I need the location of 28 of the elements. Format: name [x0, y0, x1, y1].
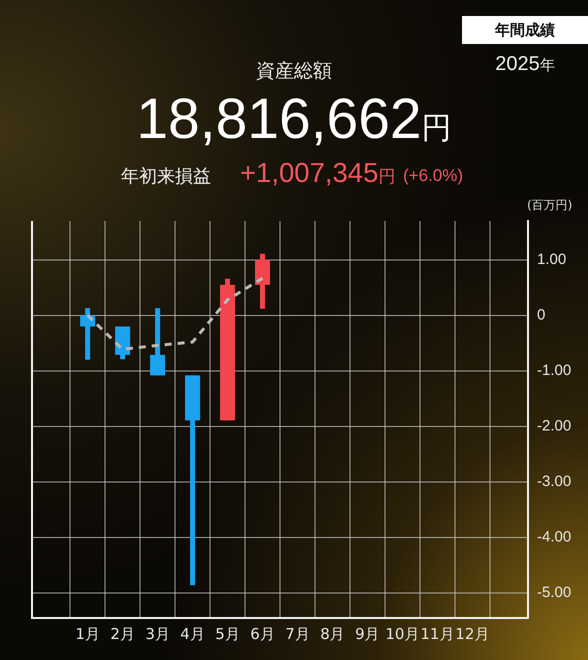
text: 年間成績: [495, 21, 555, 39]
y-tick-label: -2.00: [537, 418, 572, 435]
chart-subtitle: 18,816,662円: [136, 87, 452, 151]
text: 年初来損益: [121, 166, 211, 187]
x-tick-label: 12月: [455, 624, 490, 643]
x-tick-label: 9月: [355, 624, 380, 643]
y-tick-label: 1.00: [537, 251, 566, 268]
y-tick-label: 0: [537, 306, 546, 324]
x-tick-label: 3月: [145, 624, 170, 643]
x-tick-label: 2月: [110, 624, 135, 643]
x-tick-label: 10月: [385, 624, 420, 643]
x-tick-label: 7月: [285, 624, 310, 643]
y-tick-label: -1.00: [537, 362, 572, 380]
x-tick-label: 6月: [250, 624, 275, 643]
text: 2025年: [495, 53, 555, 75]
x-tick-label: 1月: [75, 624, 100, 643]
y-tick-label: -3.00: [537, 473, 572, 490]
x-tick-label: 4月: [180, 624, 205, 643]
candlestick: [150, 308, 166, 376]
y-tick-label: -5.00: [537, 584, 572, 602]
chart-title: 資産総額: [256, 60, 332, 82]
x-tick-label: 11月: [420, 624, 454, 643]
text: +1,007,345円: [240, 157, 396, 188]
x-tick-label: 5月: [215, 624, 240, 643]
y-tick-label: -4.00: [537, 528, 572, 546]
text: (+6.0%): [403, 166, 463, 185]
x-tick-label: 8月: [320, 624, 345, 643]
y-axis-title: (百万円): [527, 197, 572, 214]
